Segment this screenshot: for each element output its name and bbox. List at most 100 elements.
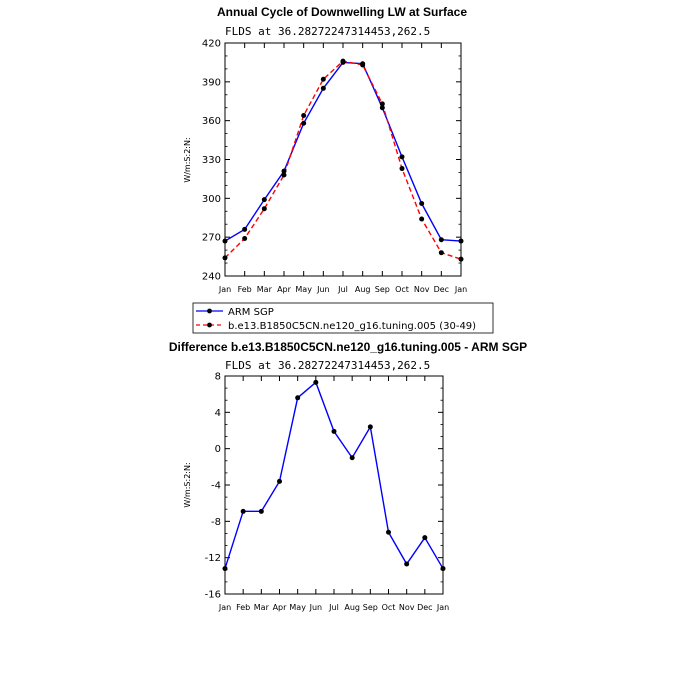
bottom-chart: Difference b.e13.B1850C5CN.ne120_g16.tun… [169,340,527,612]
top-series-2-point [261,206,267,212]
top-x-tick-label: Aug [355,285,371,294]
top-x-tick-label: Mar [257,285,273,294]
top-series-2-point [419,216,425,222]
bottom-y-tick-label: 0 [215,444,221,455]
bottom-y-axis: -16 -12 -8 -4 0 4 8 [205,372,443,601]
bottom-series-1-point [367,424,373,430]
legend-marker-series-1 [207,308,212,314]
top-series-2-point [399,166,405,172]
top-x-tick-label: Jun [316,285,330,294]
bottom-y-tick-label: 4 [215,408,221,419]
top-series-1-point [458,238,464,244]
top-x-tick-label: Oct [395,285,409,294]
top-series-2-point [438,250,444,256]
top-chart-title: Annual Cycle of Downwelling LW at Surfac… [217,5,467,19]
top-series-2-point [222,255,228,261]
bottom-chart-subtitle: FLDS at 36.28272247314453,262.5 [225,359,430,372]
top-x-tick-label: Sep [375,285,390,294]
top-y-axis-label: W/m:S:2:N: [183,137,192,182]
top-series-1-point [399,154,405,160]
bottom-series-1-point [277,478,282,484]
bottom-series-1-point [404,561,410,567]
top-series-2-point [242,235,248,241]
bottom-series-1-point [386,529,391,535]
top-series-2-point [301,112,307,118]
bottom-x-tick-label: Dec [417,603,432,612]
top-y-tick-label: 330 [202,155,221,166]
top-x-tick-label: Nov [414,285,430,294]
top-series-1-point [222,238,228,244]
bottom-x-tick-label: May [289,603,306,612]
top-series-1-point [419,201,425,207]
bottom-x-tick-label: Oct [382,603,396,612]
bottom-x-tick-label: Sep [363,603,378,612]
bottom-series-group [222,379,446,572]
top-series-2-point [320,76,326,82]
bottom-x-tick-label: Jan [436,603,449,612]
top-chart-subtitle: FLDS at 36.28272247314453,262.5 [225,25,430,38]
top-x-tick-label: Jul [337,285,348,294]
top-series-2-line [224,60,462,260]
bottom-x-tick-label: Apr [273,603,288,612]
top-series-2-point [360,62,366,68]
top-series-2-point [281,172,287,178]
top-x-tick-label: Jan [218,285,231,294]
top-chart: Annual Cycle of Downwelling LW at Surfac… [183,5,494,334]
bottom-series-1-point [440,566,446,572]
top-series-1-point [320,85,326,91]
top-x-tick-label: Dec [434,285,449,294]
bottom-series-1-point [349,455,355,461]
legend-label-series-1: ARM SGP [228,307,274,318]
bottom-x-tick-label: Jun [309,603,323,612]
bottom-x-tick-label: Feb [236,603,250,612]
bottom-y-tick-label: -12 [205,553,221,564]
top-y-tick-label: 240 [202,272,221,283]
bottom-x-tick-label: Jul [328,603,339,612]
top-y-tick-label: 300 [202,194,221,205]
bottom-series-1-point [222,566,228,572]
legend-label-series-2: b.e13.B1850C5CN.ne120_g16.tuning.005 (30… [228,321,476,332]
bottom-plot-frame [224,375,444,595]
top-y-tick-label: 270 [202,233,221,244]
top-x-axis: Jan Feb Mar Apr May Jun Jul Aug Sep Oct Nov Dec Jan [218,43,467,294]
top-series-2-point [458,256,464,262]
bottom-series-1-point [295,395,301,401]
legend: ARM SGP b.e13.B1850C5CN.ne120_g16.tuning… [192,302,494,334]
top-series-1-point [301,120,307,126]
bottom-x-tick-label: Nov [399,603,415,612]
top-series-2-point [379,101,385,107]
bottom-chart-title: Difference b.e13.B1850C5CN.ne120_g16.tun… [169,340,527,354]
top-series-1-point [438,237,444,243]
bottom-series-1-point [331,428,337,434]
legend-marker-series-2 [207,322,212,328]
top-y-tick-label: 360 [202,116,221,127]
bottom-series-1-point [422,535,428,541]
bottom-x-axis: Jan Feb Mar Apr May Jun Jul Aug Sep Oct Nov Dec Jan [218,376,449,612]
top-series-1-point [261,197,267,203]
top-x-tick-label: Feb [238,285,252,294]
top-series-group [222,58,464,262]
top-series-2-point [340,58,346,64]
bottom-y-tick-label: -8 [211,517,221,528]
top-series-1-point [281,168,287,174]
bottom-series-1-point [313,379,319,385]
bottom-y-tick-label: 8 [215,372,221,383]
bottom-series-1-line [224,381,444,569]
bottom-series-1-point [258,508,264,514]
bottom-x-tick-label: Jan [218,603,231,612]
bottom-y-tick-label: -4 [211,481,221,492]
top-series-1-point [242,226,248,232]
bottom-y-tick-label: -16 [205,590,221,601]
bottom-x-tick-label: Mar [254,603,270,612]
top-y-axis: 240 270 300 330 360 390 420 [202,39,461,283]
top-x-tick-label: Apr [277,285,292,294]
bottom-series-1-point [240,508,246,514]
legend-box [192,302,494,334]
top-y-tick-label: 420 [202,39,221,50]
top-y-tick-label: 390 [202,77,221,88]
top-x-tick-label: May [295,285,312,294]
top-plot-frame [224,42,462,277]
top-series-1-point [379,105,385,111]
bottom-x-tick-label: Aug [344,603,360,612]
